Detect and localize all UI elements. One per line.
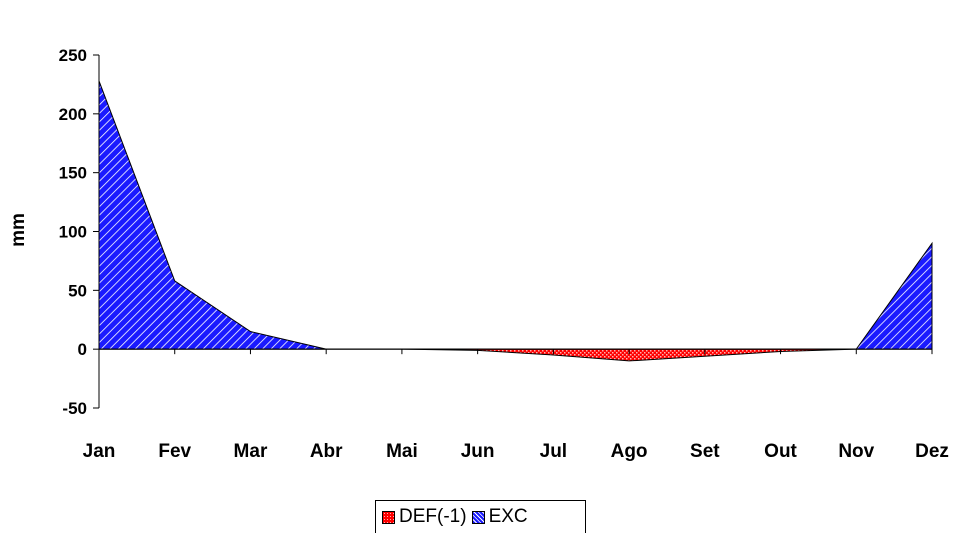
y-axis-label: mm [8, 213, 29, 247]
legend-label-def: DEF(-1) [399, 506, 467, 527]
chart: 250 200 150 100 50 0 -50 Jan Fev Mar Abr Mai Jun Jul A… [8, 46, 949, 462]
y-tick-label: -50 [62, 399, 87, 418]
series-area-def-1 [99, 348, 932, 362]
y-tick-label: 250 [59, 46, 87, 65]
x-tick-label: Mai [386, 441, 418, 462]
legend-item-def: DEF(-1) [382, 506, 467, 528]
x-tick-label: Jan [83, 441, 116, 462]
y-tick-label: 0 [78, 340, 87, 359]
y-tick-label: 50 [68, 281, 87, 300]
y-tick-label: 150 [59, 164, 87, 183]
y-tick-label: 200 [59, 105, 87, 124]
x-tick-label: Out [764, 441, 797, 462]
legend-swatch-def [382, 510, 395, 524]
legend-label-exc: EXC [488, 506, 528, 527]
series-area-exc [98, 80, 933, 350]
x-tick-label: Set [690, 441, 720, 462]
x-tick-label: Dez [915, 441, 949, 462]
x-tick-label: Jun [461, 441, 495, 462]
x-tick-label: Nov [838, 441, 874, 462]
y-tick-label: 100 [59, 223, 87, 242]
x-tick-label: Fev [158, 441, 191, 462]
legend-item-exc: EXC [471, 506, 528, 528]
legend-swatch-exc [471, 510, 485, 524]
x-tick-label: Jul [540, 441, 567, 462]
x-tick-label: Ago [611, 441, 648, 462]
x-tick-label: Mar [234, 441, 268, 462]
x-tick-label: Abr [310, 441, 343, 462]
legend: DEF(-1) EXC [375, 500, 586, 533]
